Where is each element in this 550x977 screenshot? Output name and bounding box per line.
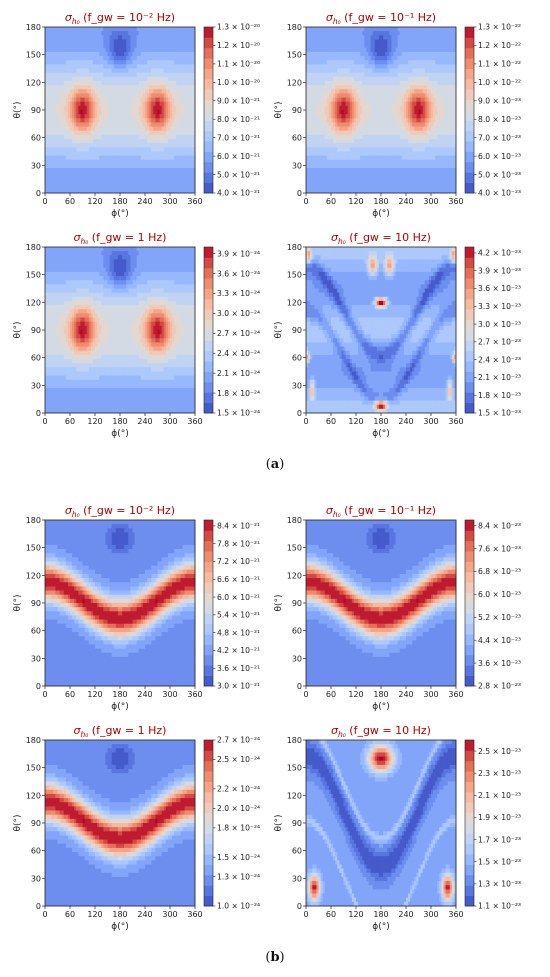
colorbar-segment bbox=[204, 131, 213, 142]
colorbar-tick-label: 9.0 × 10⁻²¹ bbox=[217, 96, 260, 105]
colorbar-tick-label: 1.3 × 10⁻²⁰ bbox=[217, 23, 260, 32]
x-tick-label: 120 bbox=[87, 197, 102, 206]
y-tick-label: 60 bbox=[31, 134, 41, 143]
x-axis-label: ϕ(°) bbox=[111, 209, 128, 219]
x-tick-label: 300 bbox=[162, 197, 177, 206]
x-tick-label: 0 bbox=[42, 197, 47, 206]
heatmap bbox=[45, 27, 195, 193]
colorbar-tick-label: 8.0 × 10⁻²¹ bbox=[217, 115, 260, 124]
colorbar-segment bbox=[204, 89, 213, 100]
colorbar: 4.0 × 10⁻²¹ 5.0 × 10⁻²¹ 6.0 × 10⁻²¹ 7.0 × 1… bbox=[204, 23, 260, 198]
y-tick-label: 180 bbox=[26, 23, 41, 32]
colorbar-segment bbox=[204, 152, 213, 163]
colorbar-segment bbox=[204, 110, 213, 121]
colorbar-segment bbox=[204, 58, 213, 69]
colorbar-tick-label: 7.0 × 10⁻²¹ bbox=[217, 133, 260, 142]
colorbar-segment bbox=[204, 172, 213, 183]
y-tick-label: 150 bbox=[26, 51, 41, 60]
x-tick-label: 60 bbox=[65, 197, 75, 206]
colorbar-segment bbox=[204, 37, 213, 48]
colorbar-segment bbox=[204, 48, 213, 59]
colorbar-tick-label: 1.1 × 10⁻²⁰ bbox=[217, 60, 260, 69]
y-tick-label: 30 bbox=[31, 161, 41, 170]
x-tick-label: 240 bbox=[137, 197, 152, 206]
chart-title: σh₀ (f_gw = 10⁻² Hz) bbox=[65, 11, 175, 26]
y-axis-label: θ(°) bbox=[13, 101, 23, 118]
x-tick-label: 360 bbox=[187, 197, 202, 206]
y-tick-label: 90 bbox=[31, 106, 41, 115]
x-tick-label: 180 bbox=[112, 197, 127, 206]
y-tick-label: 0 bbox=[36, 189, 41, 198]
colorbar-segment bbox=[204, 120, 213, 131]
y-tick-label: 120 bbox=[26, 78, 41, 87]
colorbar-segment bbox=[204, 27, 213, 38]
chart-panel-1: σh₀ (f_gw = 10⁻² Hz) 0 60 120 180 240 300 360 0 3… bbox=[13, 11, 260, 219]
colorbar-tick-label: 4.0 × 10⁻²¹ bbox=[217, 189, 260, 198]
colorbar-tick-label: 1.2 × 10⁻²⁰ bbox=[217, 41, 260, 50]
heatmap bbox=[306, 27, 456, 193]
colorbar-segment bbox=[204, 141, 213, 152]
colorbar-tick-label: 6.0 × 10⁻²¹ bbox=[217, 152, 260, 161]
colorbar-segment bbox=[204, 100, 213, 111]
colorbar-segment bbox=[204, 162, 213, 173]
colorbar-segment bbox=[204, 79, 213, 90]
colorbar-segment bbox=[204, 69, 213, 80]
colorbar-tick-label: 5.0 × 10⁻²¹ bbox=[217, 170, 260, 179]
colorbar-segment bbox=[204, 183, 213, 194]
chart-panel-2: σh₀ (f_gw = 10⁻¹ Hz)06012018024030036003… bbox=[274, 11, 521, 219]
colorbar-tick-label: 1.0 × 10⁻²⁰ bbox=[217, 78, 260, 87]
